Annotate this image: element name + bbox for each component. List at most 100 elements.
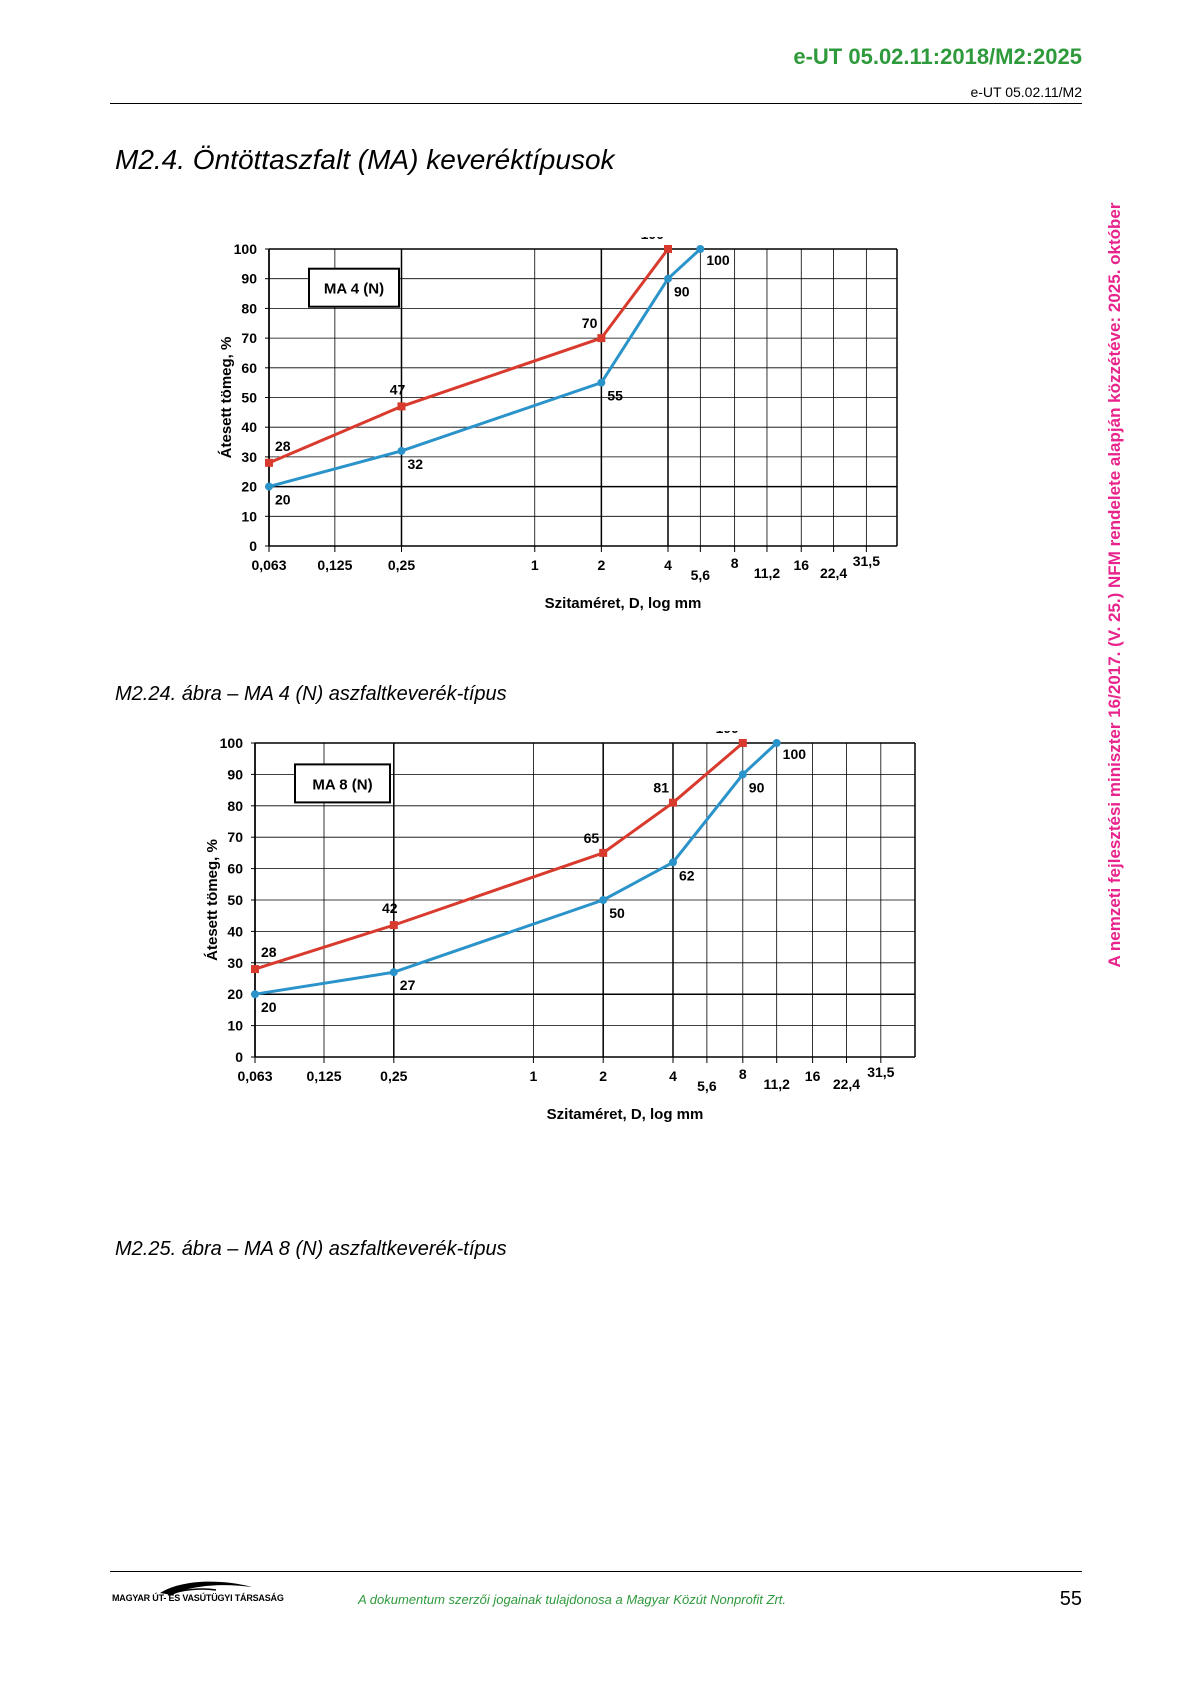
x-tick-label: 4	[669, 1068, 677, 1084]
side-note: A nemzeti fejlesztési miniszter 16/2017.…	[1105, 202, 1124, 968]
data-point-lower	[664, 274, 672, 283]
data-point-lower	[599, 896, 608, 904]
data-label-lower: 20	[261, 999, 277, 1015]
y-tick-label: 60	[241, 360, 257, 376]
section-title: M2.4. Öntöttaszfalt (MA) keveréktípusok	[115, 144, 615, 175]
y-tick-label: 100	[234, 241, 258, 257]
data-label-lower: 100	[783, 746, 807, 762]
header-rule	[110, 103, 1082, 104]
y-tick-label: 50	[241, 390, 257, 406]
data-point-upper	[597, 334, 606, 343]
data-point-upper	[599, 848, 608, 857]
y-tick-label: 50	[227, 892, 243, 908]
y-axis-title: Átesett tömeg, %	[204, 839, 221, 961]
x-tick-label: 31,5	[867, 1064, 894, 1080]
data-label-lower: 90	[674, 284, 690, 300]
caption-ma4: M2.24. ábra – MA 4 (N) aszfaltkeverék-tí…	[115, 683, 507, 705]
header-code: e-UT 05.02.11:2018/M2:2025	[793, 44, 1082, 69]
chart-title: MA 4 (N)	[324, 281, 384, 298]
data-label-lower: 50	[609, 905, 625, 921]
x-tick-label: 31,5	[853, 553, 880, 569]
data-label-upper: 100	[641, 237, 665, 242]
y-tick-label: 80	[241, 300, 257, 316]
x-tick-label: 1	[530, 1068, 538, 1084]
chart-ma8: 0 10 20 30 40 50 60 70 80 90 100 0,063 0,125 0,25 1 2 4 5…	[204, 731, 916, 1123]
logo-text: MAGYAR ÚT- ÉS VASÚTÜGYI TÁRSASÁG	[112, 1593, 284, 1603]
y-tick-label: 80	[227, 798, 243, 814]
data-label-upper: 28	[261, 944, 277, 960]
y-tick-label: 10	[227, 1018, 243, 1034]
data-point-upper	[397, 402, 406, 411]
series-lower-line	[254, 741, 778, 996]
data-point-lower	[772, 739, 781, 747]
x-tick-label: 0,25	[388, 557, 415, 573]
data-point-lower	[669, 858, 677, 867]
x-tick-label: 0,125	[317, 557, 352, 573]
x-tick-label: 8	[731, 555, 739, 571]
chart-title: MA 8 (N)	[312, 776, 372, 793]
x-tick-label: 0,063	[251, 557, 286, 573]
data-label-lower: 27	[400, 977, 416, 993]
footer-copyright: A dokumentum szerzői jogainak tulajdonos…	[358, 1592, 787, 1607]
y-tick-label: 10	[241, 508, 257, 524]
data-point-lower	[251, 990, 259, 999]
data-label-upper: 28	[275, 438, 291, 454]
caption-ma8: M2.25. ábra – MA 8 (N) aszfaltkeverék-tí…	[115, 1238, 507, 1260]
data-point-lower	[265, 482, 273, 491]
x-axis-title: Szitaméret, D, log mm	[545, 595, 702, 612]
page-number: 55	[1059, 1588, 1082, 1610]
x-tick-label: 2	[599, 1068, 607, 1084]
x-tick-label: 0,25	[380, 1068, 407, 1084]
x-tick-label: 22,4	[820, 565, 847, 581]
y-tick-label: 40	[241, 419, 257, 435]
y-tick-label: 0	[249, 538, 257, 554]
x-tick-label: 5,6	[697, 1078, 717, 1094]
y-tick-label: 60	[227, 861, 243, 877]
series-upper-line	[268, 248, 670, 465]
data-label-upper: 100	[715, 731, 739, 736]
x-tick-label: 8	[739, 1066, 747, 1082]
data-label-upper: 81	[653, 780, 669, 796]
x-tick-label: 11,2	[754, 565, 781, 581]
y-tick-label: 70	[241, 330, 257, 346]
data-point-lower	[738, 770, 747, 779]
data-label-lower: 20	[275, 492, 291, 508]
data-point-upper	[664, 245, 672, 253]
data-point-lower	[389, 968, 398, 977]
x-tick-label: 22,4	[833, 1076, 860, 1092]
y-tick-label: 100	[220, 735, 244, 751]
data-label-upper: 47	[390, 381, 406, 397]
y-tick-label: 40	[227, 923, 243, 939]
x-tick-label: 11,2	[763, 1076, 790, 1092]
data-point-upper	[251, 965, 259, 974]
data-point-upper	[738, 739, 747, 747]
data-point-upper	[669, 798, 677, 807]
data-point-lower	[696, 245, 705, 253]
y-tick-label: 70	[227, 829, 243, 845]
data-label-lower: 100	[706, 252, 730, 268]
data-point-lower	[597, 378, 606, 387]
x-tick-label: 4	[664, 557, 672, 573]
y-axis-title: Átesett tömeg, %	[218, 337, 235, 459]
data-label-lower: 32	[407, 456, 423, 472]
y-tick-label: 30	[227, 955, 243, 971]
data-label-lower: 90	[749, 779, 765, 795]
data-point-upper	[389, 921, 398, 930]
chart-title-box	[308, 267, 400, 308]
data-label-upper: 42	[382, 900, 398, 916]
chart-title-box	[294, 763, 391, 804]
header-subcode: e-UT 05.02.11/M2	[970, 84, 1082, 100]
x-tick-label: 5,6	[691, 567, 711, 583]
data-label-lower: 62	[679, 867, 695, 883]
x-tick-label: 16	[793, 557, 809, 573]
y-tick-label: 90	[241, 271, 257, 287]
data-label-upper: 65	[584, 830, 600, 846]
x-tick-label: 0,063	[237, 1068, 272, 1084]
x-tick-label: 16	[805, 1068, 821, 1084]
footer-rule	[110, 1571, 1082, 1572]
data-point-upper	[265, 458, 273, 467]
data-label-lower: 55	[607, 388, 623, 404]
y-tick-label: 20	[241, 479, 257, 495]
data-point-lower	[397, 446, 406, 455]
y-tick-label: 0	[235, 1049, 243, 1065]
